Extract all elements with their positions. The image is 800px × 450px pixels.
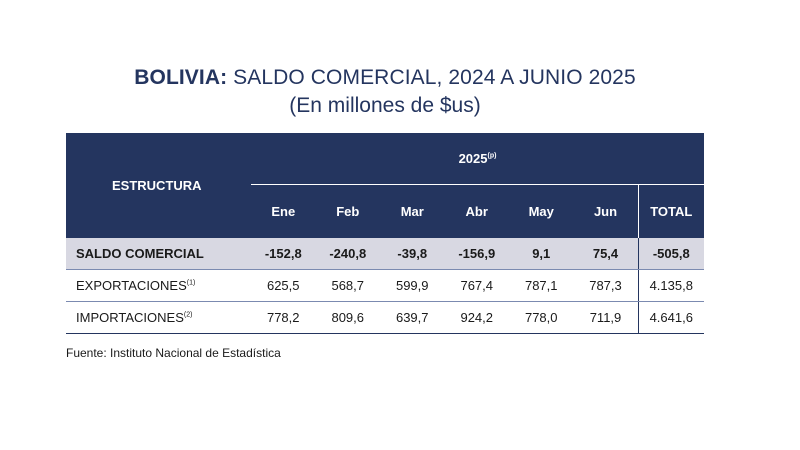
month-header-may: May xyxy=(509,184,574,238)
cell-jun: 75,4 xyxy=(573,238,638,270)
page-subtitle: (En millones de $us) xyxy=(289,94,481,117)
month-header-feb: Feb xyxy=(315,184,380,238)
table-row: EXPORTACIONES(1) 625,5 568,7 599,9 767,4 787,… xyxy=(66,269,705,302)
row-label-text: IMPORTACIONES xyxy=(76,310,184,325)
page-title: BOLIVIA: SALDO COMERCIAL, 2024 A JUNIO 2… xyxy=(66,64,704,92)
cell-total: 4.135,8 xyxy=(637,269,705,302)
cell-feb: 568,7 xyxy=(315,269,380,302)
month-header-jun: Jun xyxy=(573,184,638,238)
month-header-abr: Abr xyxy=(444,184,509,238)
table-body: SALDO COMERCIAL -152,8 -240,8 -39,8 -156,9 9,… xyxy=(66,238,705,334)
cell-feb: -240,8 xyxy=(315,238,380,270)
cell-ene: 625,5 xyxy=(251,269,316,302)
cell-ene: -152,8 xyxy=(251,238,316,270)
month-header-mar: Mar xyxy=(380,184,445,238)
year-header-note: (p) xyxy=(487,152,497,160)
cell-jun: 711,9 xyxy=(573,301,638,334)
cell-may: 778,0 xyxy=(509,301,574,334)
cell-total: 4.641,6 xyxy=(637,301,705,334)
cell-feb: 809,6 xyxy=(315,301,380,334)
cell-may: 787,1 xyxy=(509,269,574,302)
title-block: BOLIVIA: SALDO COMERCIAL, 2024 A JUNIO 2… xyxy=(66,64,704,120)
cell-mar: -39,8 xyxy=(380,238,445,270)
row-label: SALDO COMERCIAL xyxy=(66,238,251,270)
cell-abr: 767,4 xyxy=(444,269,509,302)
title-country: BOLIVIA: xyxy=(134,66,228,89)
cell-ene: 778,2 xyxy=(251,301,316,334)
year-header: 2025(p) xyxy=(251,133,705,185)
row-label-text: SALDO COMERCIAL xyxy=(76,246,204,261)
month-header-ene: Ene xyxy=(251,184,316,238)
year-header-label: 2025 xyxy=(458,151,488,166)
structure-header: ESTRUCTURA xyxy=(66,133,251,238)
total-header: TOTAL xyxy=(637,184,705,238)
trade-balance-table-wrap: ESTRUCTURA 2025(p) Ene Feb Mar Abr May Jun TOT… xyxy=(66,133,705,334)
table-row: IMPORTACIONES(2) 778,2 809,6 639,7 924,2 778,… xyxy=(66,301,705,334)
month-header-row: Ene Feb Mar Abr May Jun TOTAL xyxy=(66,184,705,238)
table-row: SALDO COMERCIAL -152,8 -240,8 -39,8 -156,9 9,… xyxy=(66,238,705,270)
cell-abr: 924,2 xyxy=(444,301,509,334)
row-label-note: (1) xyxy=(186,279,196,287)
title-text: SALDO COMERCIAL, 2024 A JUNIO 2025 xyxy=(233,66,636,89)
row-label-text: EXPORTACIONES xyxy=(76,278,187,293)
trade-balance-table: ESTRUCTURA 2025(p) Ene Feb Mar Abr May Jun TOT… xyxy=(66,133,705,334)
source-note: Fuente: Instituto Nacional de Estadístic… xyxy=(66,346,281,360)
cell-total: -505,8 xyxy=(637,238,705,270)
cell-mar: 599,9 xyxy=(380,269,445,302)
cell-jun: 787,3 xyxy=(573,269,638,302)
row-label-note: (2) xyxy=(183,311,193,319)
cell-mar: 639,7 xyxy=(380,301,445,334)
cell-abr: -156,9 xyxy=(444,238,509,270)
row-label: EXPORTACIONES(1) xyxy=(66,269,251,302)
cell-may: 9,1 xyxy=(509,238,574,270)
row-label: IMPORTACIONES(2) xyxy=(66,301,251,334)
